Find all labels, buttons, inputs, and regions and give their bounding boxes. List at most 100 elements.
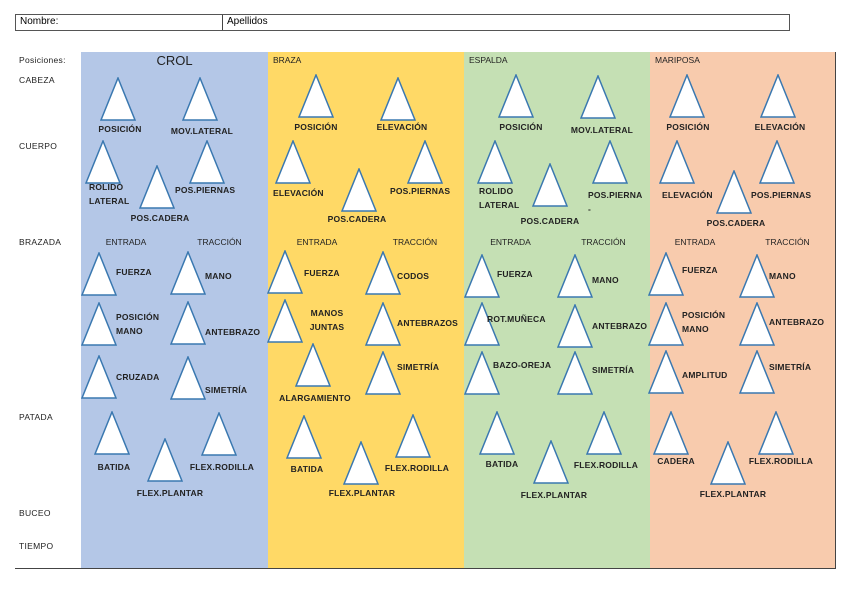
criterion-label: FUERZA — [682, 265, 718, 275]
criterion-label: POSICIÓN — [98, 124, 142, 134]
criterion-label: POSICIÓN MANO — [682, 310, 726, 334]
input-cell[interactable] — [175, 538, 269, 569]
criterion-label: FLEX.PLANTAR — [520, 490, 588, 500]
triangle-icon — [580, 75, 616, 119]
triangle-icon — [343, 441, 379, 485]
input-cell[interactable] — [464, 538, 651, 569]
criterion-label: POS.CADERA — [520, 216, 580, 226]
cell — [268, 72, 465, 139]
row-label-cuerpo: CUERPO — [15, 138, 82, 235]
triangle-icon — [648, 302, 684, 346]
row-label-tiempo: TIEMPO — [15, 538, 82, 569]
triangle-icon — [533, 440, 569, 484]
name-form-bar: Nombre: Apellidos — [15, 14, 790, 31]
triangle-icon — [365, 302, 401, 346]
cell — [650, 409, 836, 506]
criterion-label: BATIDA — [485, 459, 519, 469]
triangle-icon — [557, 351, 593, 395]
input-cell[interactable] — [81, 538, 176, 569]
nombre-label: Nombre: — [20, 16, 59, 27]
criterion-label: ANTEBRAZO — [592, 321, 648, 331]
subheader-traccion: TRACCIÓN — [197, 237, 242, 247]
criterion-label: MOV.LATERAL — [170, 126, 234, 136]
triangle-icon — [341, 168, 377, 212]
apellidos-label: Apellidos — [227, 16, 268, 27]
criterion-label: ELEVACIÓN — [376, 122, 428, 132]
criterion-label: FLEX.RODILLA — [384, 463, 450, 473]
triangle-icon — [653, 411, 689, 455]
stroke-header-braza: BRAZA — [268, 52, 465, 73]
criterion-label: BATIDA — [97, 462, 131, 472]
divider — [222, 15, 223, 30]
triangle-icon — [380, 77, 416, 121]
criterion-label: POSICIÓN — [666, 122, 710, 132]
triangle-icon — [286, 415, 322, 459]
criterion-label: POS.PIERNAS — [751, 190, 812, 200]
triangle-icon — [189, 140, 225, 184]
triangle-icon — [170, 301, 206, 345]
triangle-icon — [170, 251, 206, 295]
input-cell[interactable] — [81, 505, 176, 539]
triangle-icon — [716, 170, 752, 214]
cell — [81, 138, 269, 235]
triangle-icon — [365, 251, 401, 295]
criterion-label: AMPLITUD — [682, 370, 728, 380]
criterion-label: POS.PIERNA - — [588, 190, 643, 214]
triangle-icon — [170, 356, 206, 400]
corner-header: Posiciones: — [15, 52, 82, 73]
triangle-icon — [100, 77, 136, 121]
criterion-label: ANTEBRAZOS — [397, 318, 459, 328]
triangle-icon — [464, 351, 500, 395]
input-cell[interactable] — [268, 505, 367, 539]
criterion-label: BATIDA — [290, 464, 324, 474]
triangle-icon — [267, 250, 303, 294]
criterion-label: FLEX.PLANTAR — [136, 488, 204, 498]
criterion-label: MANO — [205, 271, 232, 281]
criterion-label: FUERZA — [304, 268, 340, 278]
subheader-traccion: TRACCIÓN — [765, 237, 810, 247]
triangle-icon — [659, 140, 695, 184]
criterion-label: POS.PIERNAS — [175, 185, 236, 195]
criterion-label: ELEVACIÓN — [754, 122, 806, 132]
triangle-icon — [586, 411, 622, 455]
criterion-label: POS.CADERA — [327, 214, 387, 224]
stroke-header-mariposa: MARIPOSA — [650, 52, 836, 73]
input-cell[interactable] — [175, 505, 269, 539]
criterion-label: ANTEBRAZO — [205, 327, 261, 337]
triangle-icon — [139, 165, 175, 209]
row-label-buceo: BUCEO — [15, 505, 82, 539]
input-cell[interactable] — [366, 538, 465, 569]
triangle-icon — [395, 414, 431, 458]
criterion-label: MANO — [592, 275, 619, 285]
criterion-label: POS.PIERNAS — [390, 186, 451, 196]
triangle-icon — [267, 299, 303, 343]
input-cell[interactable] — [650, 505, 836, 539]
triangle-icon — [648, 252, 684, 296]
triangle-icon — [182, 77, 218, 121]
triangle-icon — [365, 351, 401, 395]
stroke-header-crol: CROL — [81, 52, 269, 73]
triangle-icon — [295, 343, 331, 387]
triangle-icon — [739, 350, 775, 394]
triangle-icon — [94, 411, 130, 455]
triangle-icon — [81, 252, 117, 296]
criterion-label: POS.CADERA — [706, 218, 766, 228]
criterion-label: MANO — [769, 271, 796, 281]
subheader-entrada: ENTRADA — [490, 237, 531, 247]
triangle-icon — [648, 350, 684, 394]
criterion-label: ALARGAMIENTO — [279, 393, 351, 403]
input-cell[interactable] — [268, 538, 367, 569]
criterion-label: POS.CADERA — [130, 213, 190, 223]
subheader-entrada: ENTRADA — [296, 237, 338, 247]
triangle-icon — [147, 438, 183, 482]
input-cell[interactable] — [650, 538, 836, 569]
subheader-traccion: TRACCIÓN — [581, 237, 626, 247]
subheader-entrada: ENTRADA — [105, 237, 147, 247]
criterion-label: BAZO-OREJA — [493, 360, 552, 370]
input-cell[interactable] — [366, 505, 465, 539]
input-cell[interactable] — [464, 505, 651, 539]
criterion-label: CRUZADA — [116, 372, 160, 382]
triangle-icon — [275, 140, 311, 184]
triangle-icon — [739, 254, 775, 298]
triangle-icon — [760, 74, 796, 118]
